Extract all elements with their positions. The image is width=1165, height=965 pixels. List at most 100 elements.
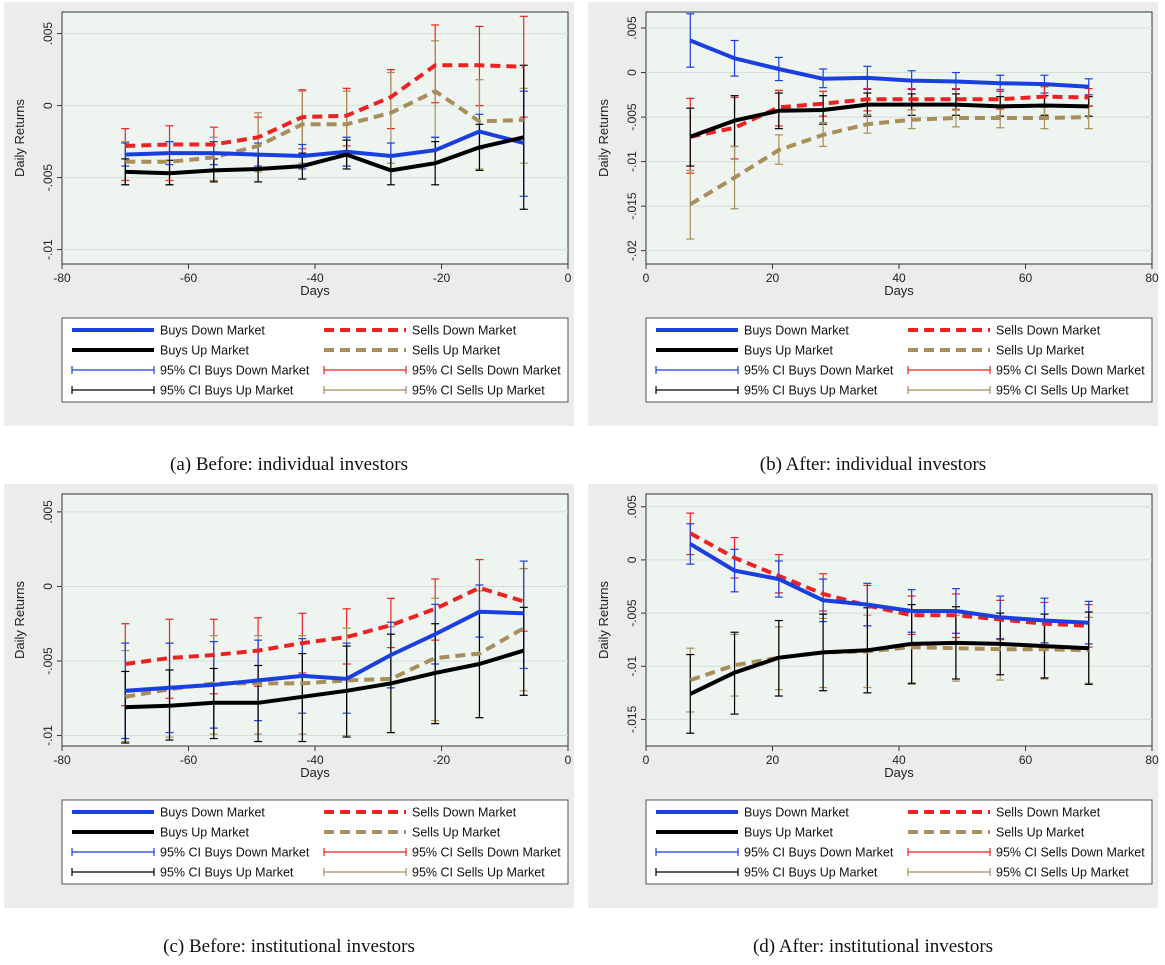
legend-label-95-ci-sells-down-market: 95% CI Sells Down Market xyxy=(996,846,1145,860)
x-tick-label: -60 xyxy=(180,271,198,285)
x-tick-label: -80 xyxy=(53,753,71,767)
legend-label-sells-down-market: Sells Down Market xyxy=(996,324,1101,338)
figure-caption: (a) Before: individual investors xyxy=(170,454,408,475)
legend-label-95-ci-buys-down-market: 95% CI Buys Down Market xyxy=(160,364,310,378)
legend-label-95-ci-sells-up-market: 95% CI Sells Up Market xyxy=(412,384,545,398)
x-tick-label: 20 xyxy=(766,753,780,767)
x-tick-label: 80 xyxy=(1145,753,1159,767)
chart-after-individual: .005 0 -.005 -.01 -.015 -.02 0 20 40 60 80 Days Dail… xyxy=(588,2,1159,475)
x-tick-label: 0 xyxy=(643,753,650,767)
x-tick-label: -40 xyxy=(306,271,324,285)
legend-label-buys-down-market: Buys Down Market xyxy=(744,806,849,820)
panel-c: .005 0 -.005 -.01 -80 -60 -40 -20 0 Days Daily Ret… xyxy=(0,482,578,964)
figure-caption: (c) Before: institutional investors xyxy=(163,936,415,957)
y-tick-label: -.015 xyxy=(625,192,639,220)
series-line-buys-up-market xyxy=(125,135,525,176)
legend-label-95-ci-sells-down-market: 95% CI Sells Down Market xyxy=(412,364,561,378)
legend-label-95-ci-buys-up-market: 95% CI Buys Up Market xyxy=(744,384,878,398)
x-tick-label: -80 xyxy=(53,271,71,285)
plot-area xyxy=(645,493,1153,747)
x-tick-label: 40 xyxy=(892,271,906,285)
x-axis-title: Days xyxy=(300,765,330,780)
y-axis-title: Daily Returns xyxy=(12,580,27,659)
x-tick-label: -20 xyxy=(433,271,451,285)
legend-label-95-ci-sells-up-market: 95% CI Sells Up Market xyxy=(996,384,1129,398)
x-axis-title: Days xyxy=(884,283,914,298)
y-tick-label: -.005 xyxy=(41,164,55,192)
x-axis-title: Days xyxy=(884,765,914,780)
series-line-buys-down-market xyxy=(125,129,525,158)
y-tick-label: 0 xyxy=(625,69,639,76)
chart-before-institutional: .005 0 -.005 -.01 -80 -60 -40 -20 0 Days Daily Ret… xyxy=(4,484,574,957)
series-line-sells-down-market xyxy=(125,585,525,666)
x-tick-label: 0 xyxy=(643,271,650,285)
y-tick-label: 0 xyxy=(41,102,55,109)
x-tick-label: 0 xyxy=(565,271,572,285)
legend-label-buys-down-market: Buys Down Market xyxy=(744,324,849,338)
y-tick-label: .005 xyxy=(625,495,639,519)
panel-a: .005 0 -.005 -.01 -80 -60 -40 -20 0 Days Daily Ret… xyxy=(0,0,578,482)
legend-label-buys-up-market: Buys Up Market xyxy=(160,826,249,840)
y-axis-title: Daily Returns xyxy=(596,580,611,659)
legend-label-buys-down-market: Buys Down Market xyxy=(160,324,265,338)
y-tick-label: -.02 xyxy=(625,240,639,261)
y-axis-title: Daily Returns xyxy=(12,98,27,177)
plot-area xyxy=(645,11,1153,265)
legend-label-sells-up-market: Sells Up Market xyxy=(412,344,501,358)
y-axis-title: Daily Returns xyxy=(596,98,611,177)
plot-area xyxy=(61,11,569,265)
legend-label-95-ci-sells-down-market: 95% CI Sells Down Market xyxy=(996,364,1145,378)
x-tick-label: -20 xyxy=(433,753,451,767)
ci-group-buys-down-market xyxy=(686,13,1093,96)
series-line-buys-down-market xyxy=(125,609,524,693)
y-tick-label: -.005 xyxy=(625,103,639,131)
legend-label-95-ci-buys-down-market: 95% CI Buys Down Market xyxy=(744,846,894,860)
series-line-sells-down-market xyxy=(125,63,524,148)
series-line-buys-up-market xyxy=(689,102,1089,139)
x-tick-label: -60 xyxy=(180,753,198,767)
series-line-sells-up-market xyxy=(689,645,1089,682)
legend-label-sells-up-market: Sells Up Market xyxy=(412,826,501,840)
series-line-sells-down-market xyxy=(689,531,1089,628)
y-tick-label: -.015 xyxy=(625,705,639,733)
plot-area xyxy=(61,493,569,747)
series-line-buys-down-market xyxy=(689,38,1089,89)
legend-label-95-ci-sells-up-market: 95% CI Sells Up Market xyxy=(412,866,545,880)
figure-caption: (b) After: individual investors xyxy=(760,454,986,475)
y-tick-label: .005 xyxy=(41,22,55,46)
x-tick-label: 40 xyxy=(892,753,906,767)
legend-label-buys-up-market: Buys Up Market xyxy=(744,826,833,840)
y-tick-label: .005 xyxy=(41,500,55,524)
y-tick-label: .005 xyxy=(625,16,639,40)
x-tick-label: -40 xyxy=(306,753,324,767)
y-tick-label: -.005 xyxy=(625,599,639,627)
y-tick-label: -.01 xyxy=(41,239,55,260)
legend-label-sells-down-market: Sells Down Market xyxy=(412,324,517,338)
panel-d: .005 0 -.005 -.01 -.015 0 20 40 60 80 Days Daily Re… xyxy=(584,482,1162,964)
panel-b: .005 0 -.005 -.01 -.015 -.02 0 20 40 60 80 Days Dail… xyxy=(584,0,1162,482)
x-tick-label: 20 xyxy=(766,271,780,285)
legend-label-sells-up-market: Sells Up Market xyxy=(996,826,1085,840)
y-tick-label: -.01 xyxy=(41,725,55,746)
legend-label-95-ci-sells-up-market: 95% CI Sells Up Market xyxy=(996,866,1129,880)
y-tick-label: -.01 xyxy=(625,656,639,677)
series-line-buys-up-market xyxy=(125,648,525,710)
series-line-buys-up-market xyxy=(689,640,1089,696)
legend-label-95-ci-buys-up-market: 95% CI Buys Up Market xyxy=(744,866,878,880)
legend-label-95-ci-buys-up-market: 95% CI Buys Up Market xyxy=(160,866,294,880)
chart-before-individual: .005 0 -.005 -.01 -80 -60 -40 -20 0 Days Daily Ret… xyxy=(4,2,574,475)
x-tick-label: 60 xyxy=(1019,271,1033,285)
legend-label-95-ci-buys-down-market: 95% CI Buys Down Market xyxy=(744,364,894,378)
legend-label-buys-up-market: Buys Up Market xyxy=(744,344,833,358)
x-tick-label: 0 xyxy=(565,753,572,767)
legend-label-95-ci-buys-down-market: 95% CI Buys Down Market xyxy=(160,846,310,860)
y-tick-label: 0 xyxy=(625,556,639,563)
figure-caption: (d) After: institutional investors xyxy=(753,936,993,957)
series-line-sells-up-market xyxy=(125,89,524,164)
legend-label-sells-up-market: Sells Up Market xyxy=(996,344,1085,358)
legend-label-sells-down-market: Sells Down Market xyxy=(412,806,517,820)
x-tick-label: 60 xyxy=(1019,753,1033,767)
legend-label-buys-up-market: Buys Up Market xyxy=(160,344,249,358)
x-tick-label: 80 xyxy=(1145,271,1159,285)
y-tick-label: 0 xyxy=(41,583,55,590)
